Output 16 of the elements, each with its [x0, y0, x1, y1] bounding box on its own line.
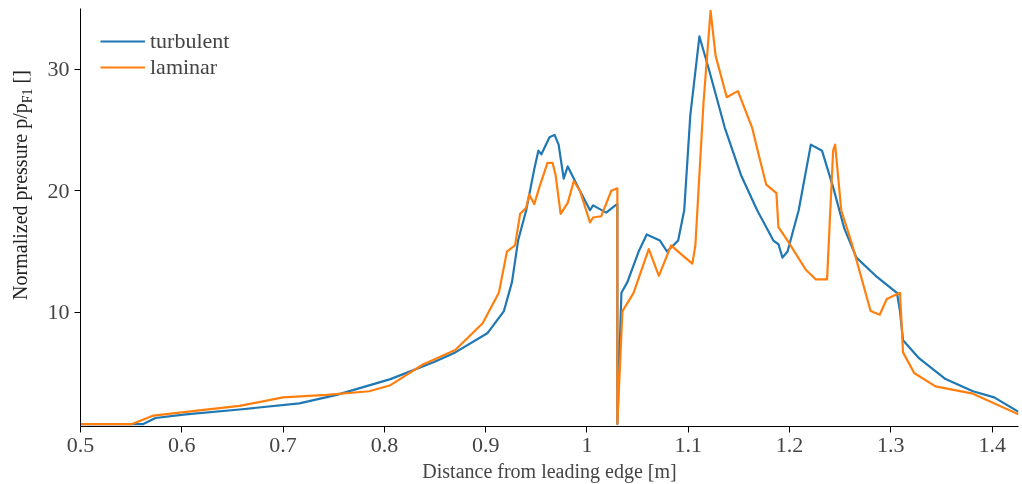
x-tick-label: 0.7 — [269, 431, 297, 457]
x-tick-label: 0.6 — [168, 431, 196, 457]
y-tick-label: 20 — [47, 177, 70, 203]
x-tick-label: 1.4 — [978, 431, 1006, 457]
x-tick-label: 1.2 — [775, 431, 804, 457]
y-tick-label: 30 — [47, 56, 70, 82]
legend-label: laminar — [150, 54, 218, 80]
x-tick-label: 0.8 — [370, 431, 399, 457]
x-tick-label: 1.1 — [674, 431, 703, 457]
x-tick-label: 0.9 — [471, 431, 500, 457]
x-axis-title: Distance from leading edge [m] — [422, 459, 677, 483]
y-tick-label: 10 — [47, 299, 70, 325]
legend-label: turbulent — [150, 28, 230, 54]
x-tick-label: 1 — [581, 431, 593, 457]
x-tick-label: 1.3 — [877, 431, 905, 457]
x-tick-label: 0.5 — [66, 431, 95, 457]
